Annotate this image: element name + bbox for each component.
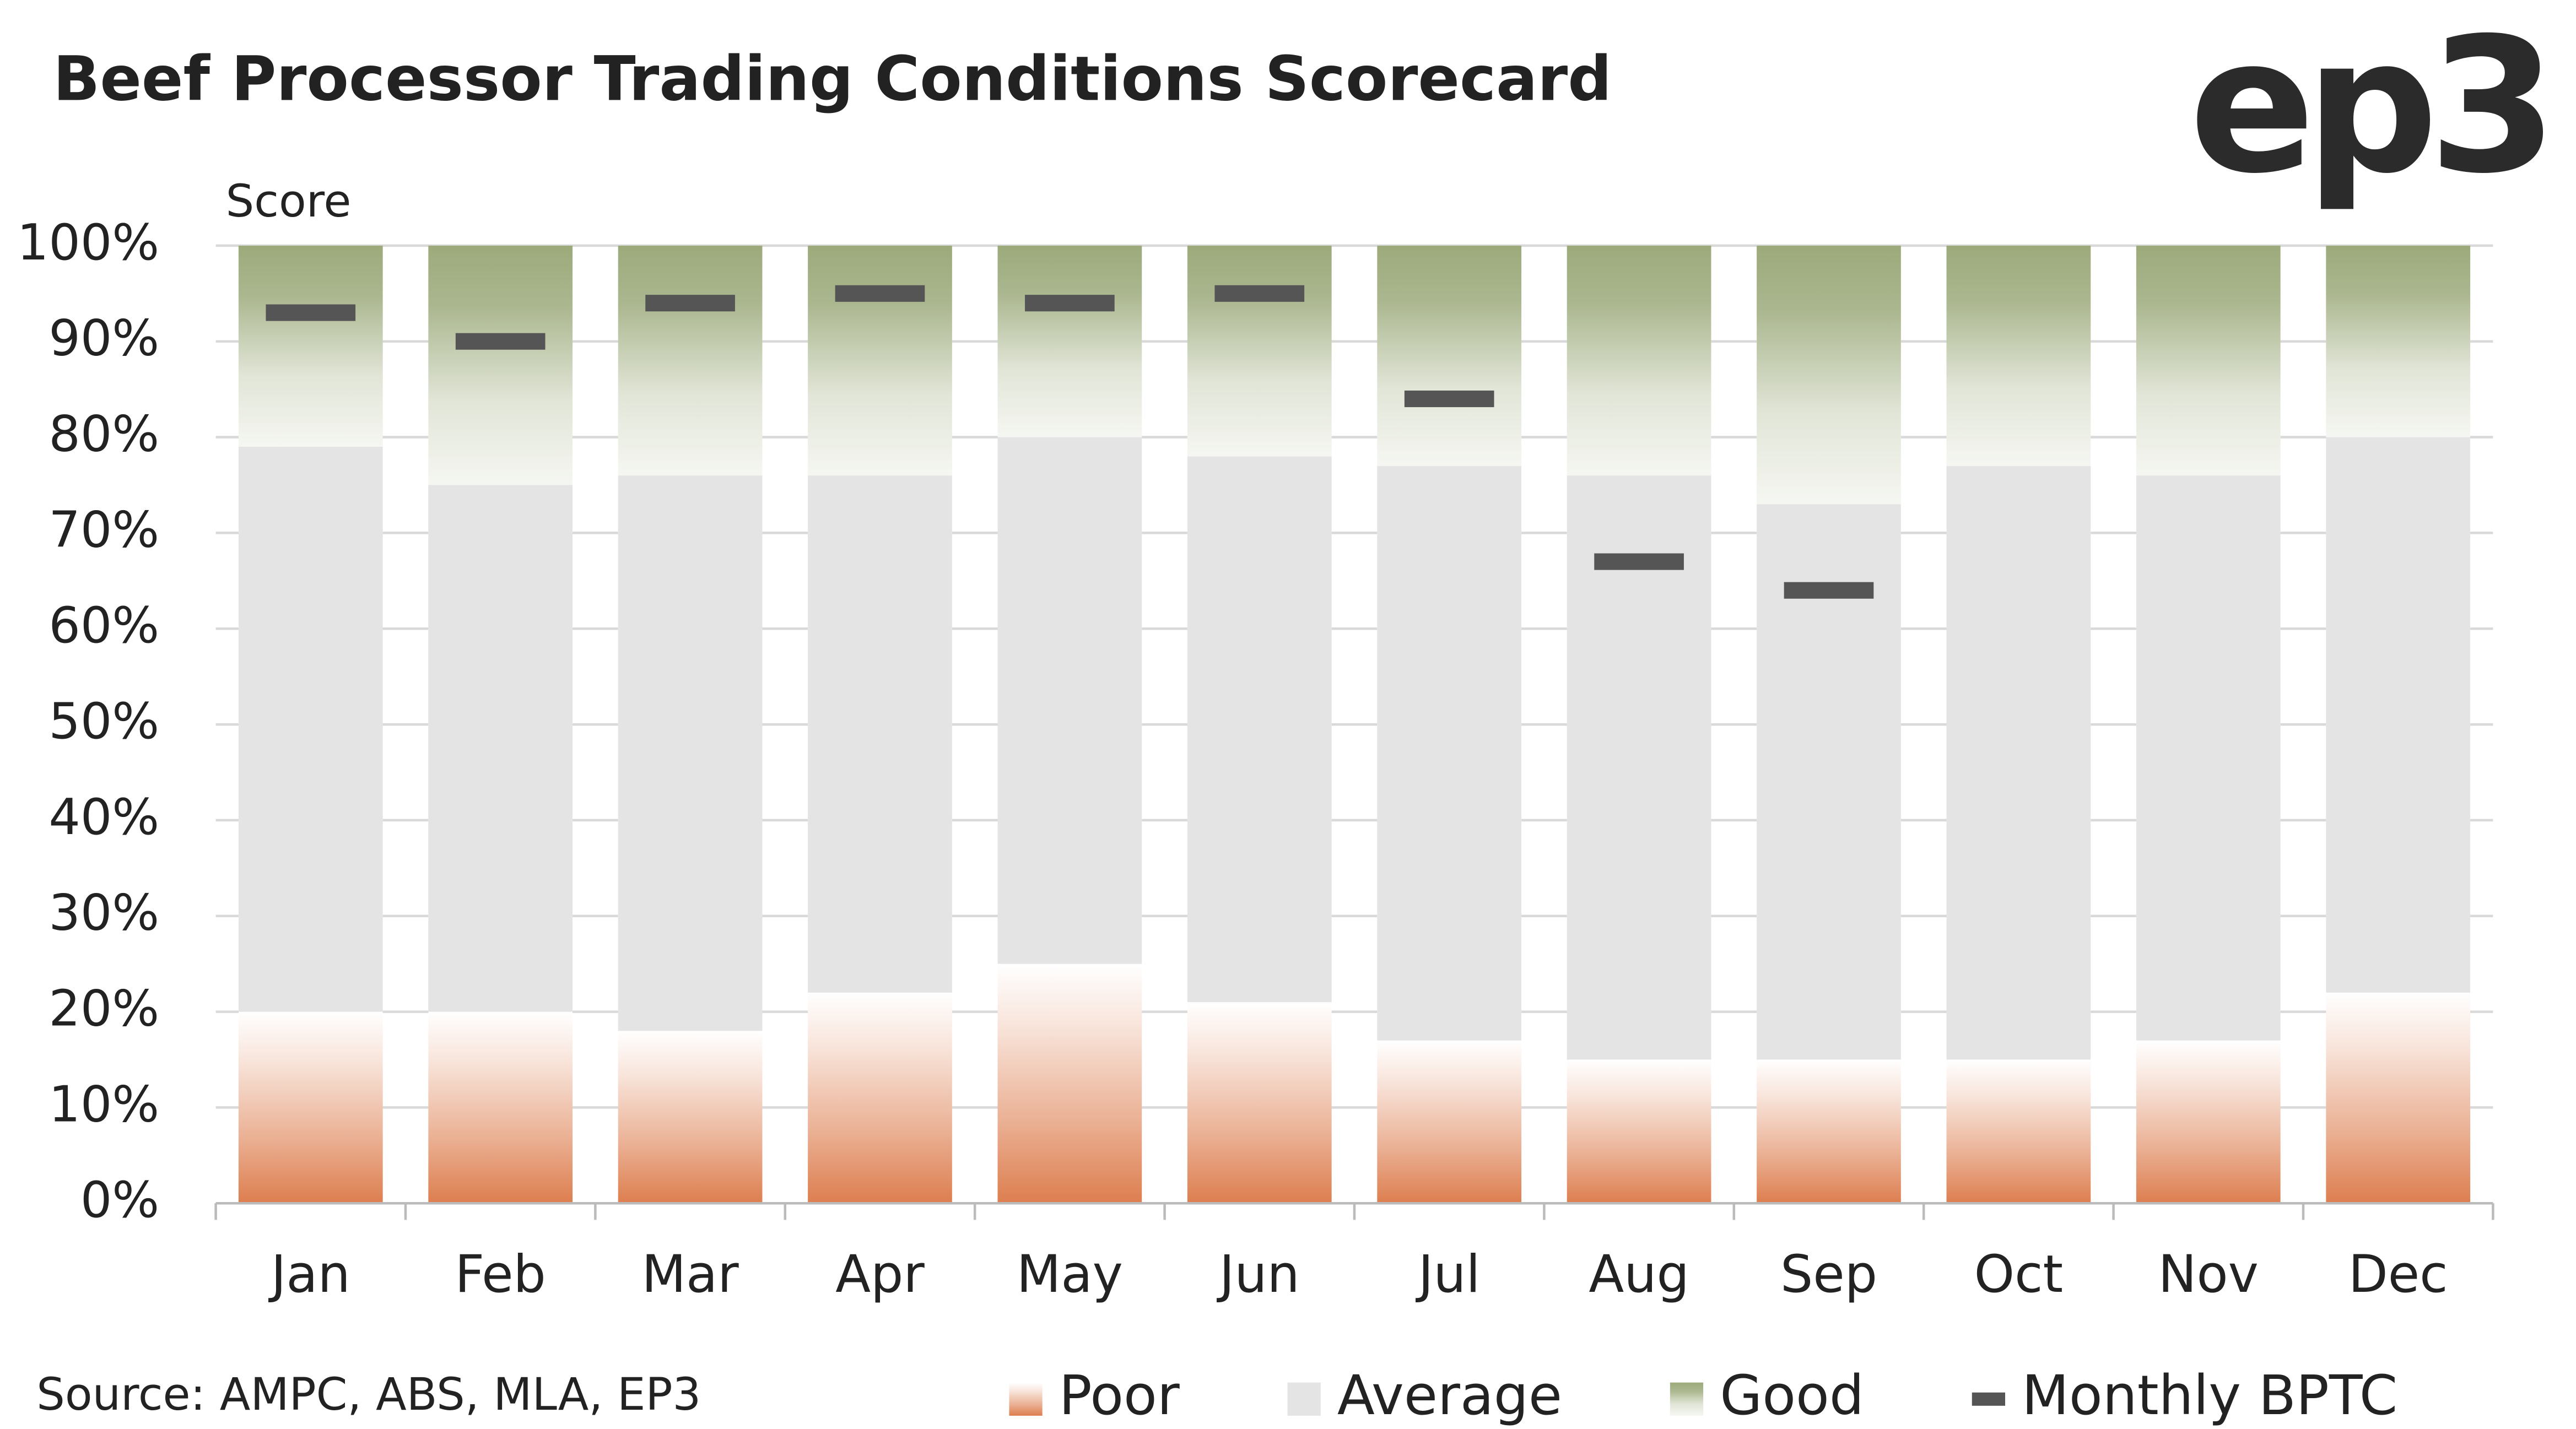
- y-tick-label: 60%: [48, 597, 159, 654]
- bar-segment-fill: [2326, 437, 2471, 993]
- bar-segment-fill: [1567, 475, 1711, 1060]
- y-tick-label: 10%: [48, 1075, 159, 1133]
- x-tick-label: Feb: [455, 1244, 546, 1304]
- x-tick-label: Apr: [835, 1244, 925, 1304]
- bar-segment-fill: [2136, 1040, 2281, 1204]
- x-tick-label: Sep: [1780, 1244, 1877, 1304]
- y-tick-label: 0%: [80, 1171, 159, 1229]
- x-tick-label: Jul: [1416, 1244, 1481, 1304]
- bar-segment-fill: [808, 992, 952, 1204]
- bar-segment-fill: [1377, 245, 1522, 466]
- bar-segment-fill: [428, 485, 573, 1012]
- bar-segment-fill: [238, 245, 383, 447]
- y-tick-label: 50%: [48, 692, 159, 750]
- bar-segment-fill: [238, 446, 383, 1012]
- logo: ep3: [2189, 0, 2548, 214]
- x-tick-label: Jun: [1217, 1244, 1300, 1304]
- bar-segment-fill: [1187, 1002, 1332, 1204]
- bptc-marker: [1784, 582, 1874, 599]
- bptc-marker: [835, 285, 925, 302]
- x-tick-label: Mar: [642, 1244, 739, 1304]
- bar-segment-fill: [1567, 245, 1711, 476]
- x-tick-label: Nov: [2158, 1244, 2259, 1304]
- bar-segment-fill: [1187, 245, 1332, 457]
- legend-symbol: [1972, 1392, 2006, 1406]
- legend-label: Average: [1337, 1364, 1562, 1427]
- bar-segment-fill: [1946, 1059, 2091, 1204]
- x-tick-label: Oct: [1974, 1244, 2063, 1304]
- bar-segment-fill: [808, 475, 952, 993]
- legend-label: Monthly BPTC: [2022, 1364, 2397, 1427]
- y-tick-label: 70%: [48, 501, 159, 559]
- y-tick-label: 100%: [17, 214, 159, 272]
- bptc-marker: [266, 304, 356, 321]
- bptc-marker: [1214, 285, 1305, 302]
- bar-segment-fill: [1377, 465, 1522, 1041]
- bar-segment-fill: [618, 475, 763, 1031]
- bar-segment-fill: [2136, 245, 2281, 476]
- bar-segment-fill: [997, 437, 1142, 964]
- bar-segment-fill: [2326, 245, 2471, 437]
- legend-label: Good: [1720, 1364, 1864, 1427]
- bar-segment-fill: [1567, 1059, 1711, 1204]
- bar-segment-fill: [1757, 245, 1901, 505]
- bar-segment-fill: [2136, 475, 2281, 1041]
- y-axis-label: Score: [226, 176, 352, 228]
- y-tick-label: 30%: [48, 884, 159, 942]
- legend-label: Poor: [1059, 1364, 1180, 1427]
- bar-segment-fill: [808, 245, 952, 476]
- x-tick-label: May: [1017, 1244, 1123, 1304]
- bptc-marker: [645, 295, 735, 312]
- bptc-marker: [1025, 295, 1115, 312]
- bar-segment-fill: [1946, 245, 2091, 466]
- x-tick-label: Dec: [2348, 1244, 2448, 1304]
- bptc-marker: [455, 333, 546, 350]
- chart-title: Beef Processor Trading Conditions Scorec…: [53, 44, 1612, 115]
- legend-symbol: [1287, 1382, 1321, 1416]
- legend-symbol: [1670, 1382, 1704, 1416]
- bar-segment-fill: [618, 245, 763, 476]
- bar-segment-fill: [1757, 1059, 1901, 1204]
- bar-segment-fill: [238, 1011, 383, 1204]
- bar-segment-fill: [2326, 992, 2471, 1204]
- source-note: Source: AMPC, ABS, MLA, EP3: [36, 1369, 701, 1421]
- y-tick-label: 40%: [48, 788, 159, 846]
- bar-segment-fill: [428, 1011, 573, 1204]
- x-tick-label: Aug: [1589, 1244, 1689, 1304]
- bar-segment-fill: [997, 245, 1142, 437]
- bar-segment-fill: [1377, 1040, 1522, 1204]
- bar-segment-fill: [428, 245, 573, 485]
- bar-segment-fill: [618, 1031, 763, 1204]
- x-tick-label: Jan: [268, 1244, 350, 1304]
- bar-segment-fill: [997, 964, 1142, 1204]
- y-tick-label: 20%: [48, 979, 159, 1037]
- legend-symbol: [1009, 1382, 1043, 1416]
- bar-segment-fill: [1946, 465, 2091, 1060]
- bptc-marker: [1404, 390, 1494, 408]
- y-tick-label: 90%: [48, 310, 159, 367]
- bptc-marker: [1594, 553, 1684, 570]
- y-tick-label: 80%: [48, 405, 159, 463]
- bar-segment-fill: [1187, 456, 1332, 1003]
